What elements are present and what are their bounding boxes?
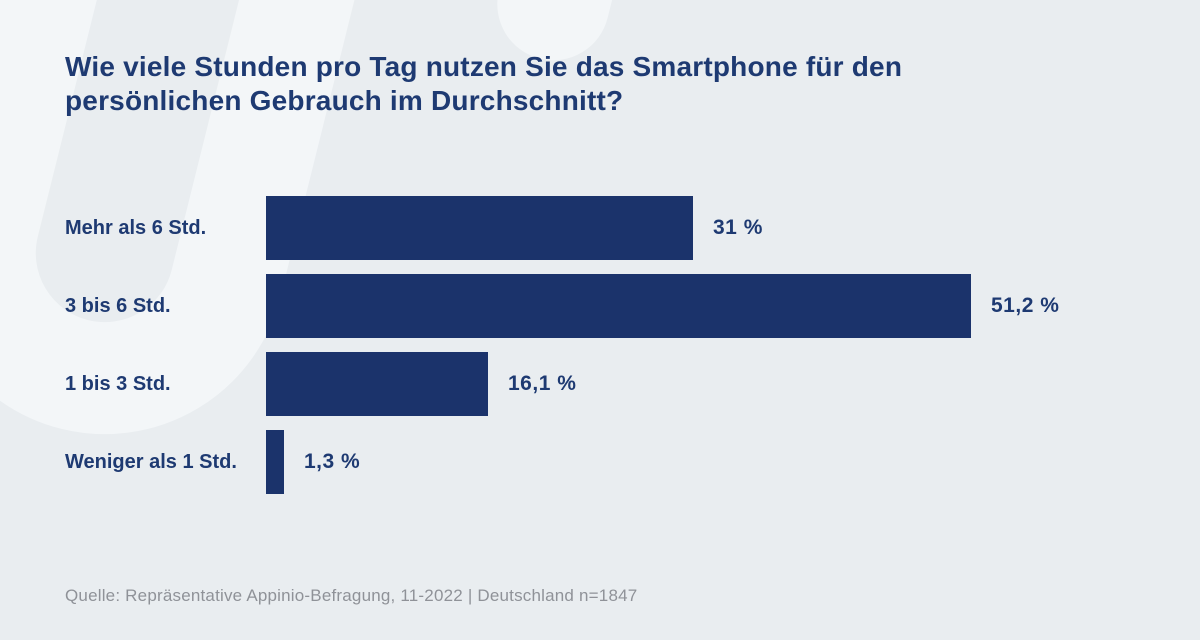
value-label: 16,1 % [508,372,577,395]
category-label: 1 bis 3 Std. [65,372,171,395]
source-caption: Quelle: Repräsentative Appinio-Befragung… [65,586,638,605]
chart-title-line-1: Wie viele Stunden pro Tag nutzen Sie das… [65,51,903,82]
value-label: 31 % [713,216,763,239]
chart-title: Wie viele Stunden pro Tag nutzen Sie das… [65,50,1125,118]
bar-chart: Mehr als 6 Std. 31 % 3 bis 6 Std. 51,2 %… [65,196,1165,508]
chart-row: 3 bis 6 Std. 51,2 % [65,274,1165,338]
chart-title-line-2: persönlichen Gebrauch im Durchschnitt? [65,85,624,116]
value-label: 1,3 % [304,450,361,473]
chart-row: Weniger als 1 Std. 1,3 % [65,430,1165,494]
chart-row: Mehr als 6 Std. 31 % [65,196,1165,260]
category-label: Weniger als 1 Std. [65,450,237,473]
bar [266,352,488,416]
category-label: Mehr als 6 Std. [65,216,207,239]
bar [266,196,693,260]
bar [266,430,284,494]
chart-row: 1 bis 3 Std. 16,1 % [65,352,1165,416]
value-label: 51,2 % [991,294,1060,317]
bar [266,274,971,338]
category-label: 3 bis 6 Std. [65,294,171,317]
